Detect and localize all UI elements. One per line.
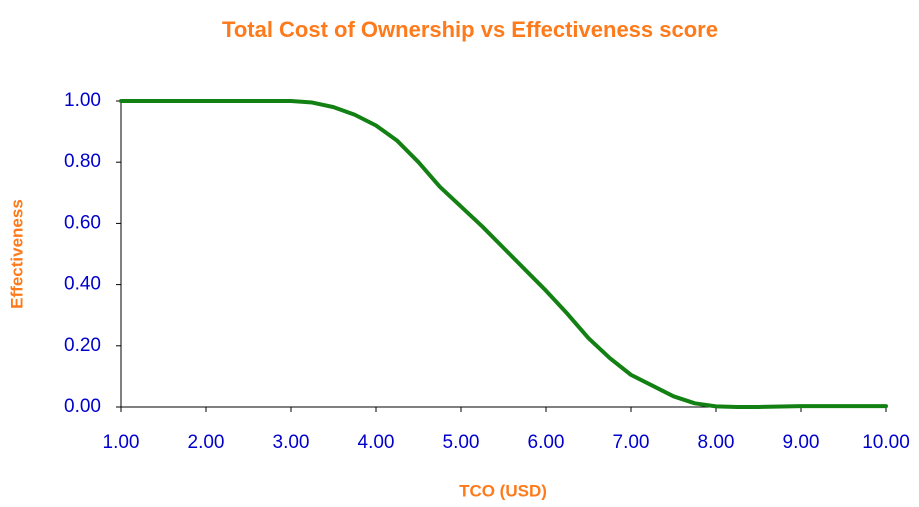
y-axis-title: Effectiveness xyxy=(7,199,26,309)
x-tick-label: 2.00 xyxy=(188,432,225,453)
x-tick-label: 10.00 xyxy=(862,432,910,453)
y-tick-label: 0.40 xyxy=(64,274,101,295)
chart-title: Total Cost of Ownership vs Effectiveness… xyxy=(222,17,718,42)
y-tick-label: 0.60 xyxy=(64,212,101,233)
y-tick-label: 0.00 xyxy=(64,396,101,417)
x-tick-label: 3.00 xyxy=(273,432,310,453)
y-tick-label: 0.20 xyxy=(64,335,101,356)
x-tick-label: 6.00 xyxy=(528,432,565,453)
x-tick-label: 7.00 xyxy=(613,432,650,453)
y-tick-label: 0.80 xyxy=(64,151,101,172)
line-series xyxy=(119,99,888,409)
x-axis-title: TCO (USD) xyxy=(459,481,547,500)
y-tick-label: 1.00 xyxy=(64,90,101,111)
x-tick-label: 8.00 xyxy=(698,432,735,453)
x-tick-label: 4.00 xyxy=(358,432,395,453)
x-tick-label: 9.00 xyxy=(783,432,820,453)
x-tick-label: 1.00 xyxy=(103,432,140,453)
x-tick-label: 5.00 xyxy=(443,432,480,453)
